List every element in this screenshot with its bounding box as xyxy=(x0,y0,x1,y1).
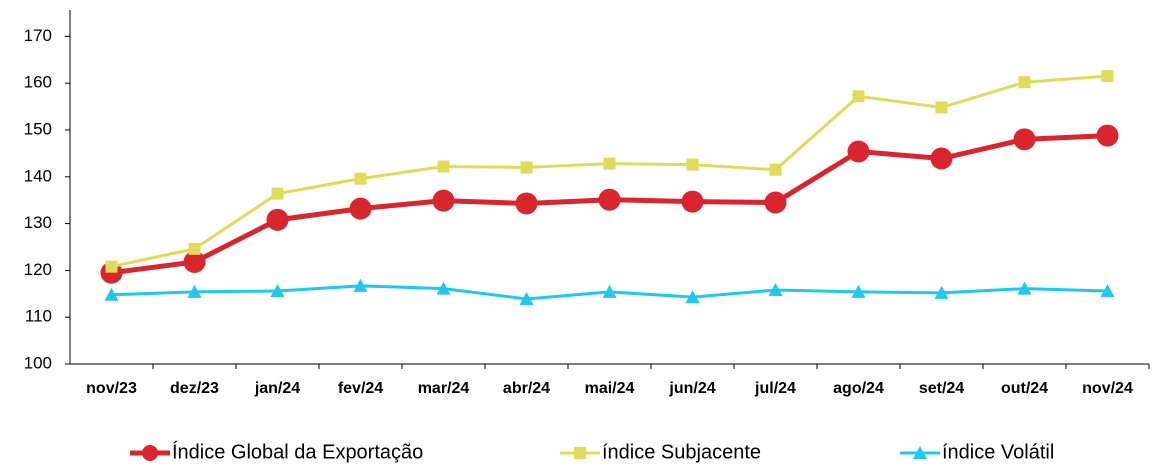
x-tick-label: nov/24 xyxy=(1082,380,1133,397)
x-tick-label: out/24 xyxy=(1001,380,1048,397)
data-point xyxy=(437,160,450,173)
y-tick-label: 150 xyxy=(24,119,52,138)
data-point xyxy=(1013,128,1036,151)
data-point xyxy=(519,291,534,305)
y-tick-label: 110 xyxy=(25,307,52,326)
x-tick-label: mar/24 xyxy=(418,380,470,397)
data-point xyxy=(270,283,285,297)
data-point xyxy=(602,284,617,298)
data-point xyxy=(681,190,704,213)
data-point xyxy=(271,187,284,200)
data-point xyxy=(105,260,118,273)
data-point xyxy=(187,284,202,298)
x-tick-label: jun/24 xyxy=(668,380,715,397)
legend-marker xyxy=(574,447,586,459)
data-point xyxy=(515,192,538,215)
data-point xyxy=(603,157,616,170)
data-point xyxy=(934,285,949,299)
data-point xyxy=(188,242,201,255)
x-tick-label: jan/24 xyxy=(254,380,300,397)
legend-label: Índice Global da Exportação xyxy=(172,440,423,463)
data-point xyxy=(769,163,782,176)
y-tick-label: 120 xyxy=(24,260,52,279)
data-point xyxy=(432,189,455,212)
data-point xyxy=(930,147,953,170)
data-point xyxy=(436,281,451,295)
legend-label: índice Volátil xyxy=(942,441,1054,463)
data-point xyxy=(935,101,948,114)
x-tick-label: fev/24 xyxy=(338,380,383,397)
data-point xyxy=(353,278,368,292)
x-tick-label: dez/23 xyxy=(170,380,219,397)
x-tick-label: mai/24 xyxy=(585,380,635,397)
x-tick-label: jul/24 xyxy=(754,380,796,397)
data-point xyxy=(851,284,866,298)
series-line xyxy=(111,74,1108,269)
legend-marker xyxy=(913,446,927,459)
data-point xyxy=(1018,76,1031,89)
y-tick-label: 130 xyxy=(24,213,52,232)
y-tick-label: 100 xyxy=(24,353,52,372)
data-point xyxy=(520,161,533,174)
data-point xyxy=(852,90,865,103)
data-point xyxy=(266,208,289,231)
legend-marker xyxy=(142,445,158,461)
x-tick-label: nov/23 xyxy=(86,380,137,397)
y-tick-label: 140 xyxy=(24,166,52,185)
data-point xyxy=(1100,283,1115,297)
data-point xyxy=(354,172,367,185)
data-point xyxy=(183,250,206,273)
y-tick-label: 160 xyxy=(24,73,52,92)
x-tick-label: abr/24 xyxy=(503,380,550,397)
x-tick-label: set/24 xyxy=(919,380,964,397)
data-point xyxy=(1096,124,1119,147)
data-point xyxy=(598,188,621,211)
data-point xyxy=(1101,70,1114,83)
data-point xyxy=(847,140,870,163)
y-tick-label: 170 xyxy=(24,26,52,45)
data-point xyxy=(686,158,699,171)
x-tick-label: ago/24 xyxy=(833,380,884,397)
data-point xyxy=(349,197,372,220)
legend-label: índice Subjacente xyxy=(602,441,761,463)
data-point xyxy=(685,290,700,304)
data-point xyxy=(1017,281,1032,295)
data-point xyxy=(768,283,783,297)
data-point xyxy=(764,191,787,214)
data-point xyxy=(104,287,119,301)
